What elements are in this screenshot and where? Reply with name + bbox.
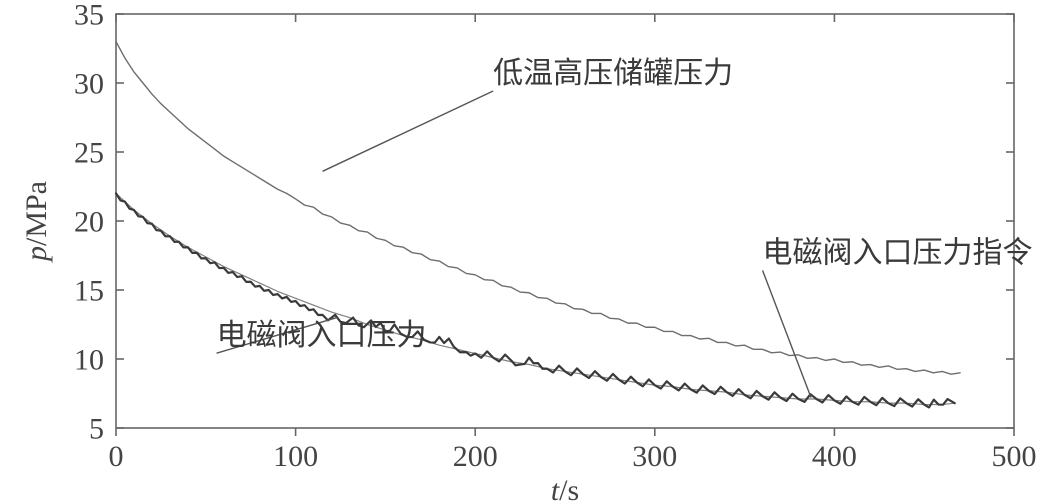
y-tick-label: 35 <box>74 0 104 32</box>
x-tick-label: 400 <box>812 440 857 473</box>
chart-svg: 0 100 200 300 400 500 5 10 15 20 25 30 35 t/s p/MPa 低温高… <box>0 0 1053 503</box>
y-tick-label: 30 <box>74 68 104 101</box>
annotation-label-tank: 低温高压储罐压力 <box>493 57 733 90</box>
x-axis-label: t/s <box>551 474 579 503</box>
x-tick-label: 300 <box>632 440 677 473</box>
x-tick-label: 0 <box>109 440 124 473</box>
y-axis-label: p/MPa <box>20 181 53 263</box>
annotation-label-inlet: 电磁阀入口压力 <box>217 319 427 352</box>
y-tick-label: 5 <box>89 413 104 446</box>
x-tick-label: 200 <box>453 440 498 473</box>
x-tick-label: 100 <box>273 440 318 473</box>
y-tick-label: 25 <box>74 137 104 170</box>
y-tick-label: 10 <box>74 344 104 377</box>
x-tick-label: 500 <box>992 440 1037 473</box>
annotation-label-cmd: 电磁阀入口压力指令 <box>763 236 1033 269</box>
y-tick-label: 15 <box>74 275 104 308</box>
y-tick-label: 20 <box>74 206 104 239</box>
pressure-time-chart: 0 100 200 300 400 500 5 10 15 20 25 30 35 t/s p/MPa 低温高… <box>0 0 1053 503</box>
